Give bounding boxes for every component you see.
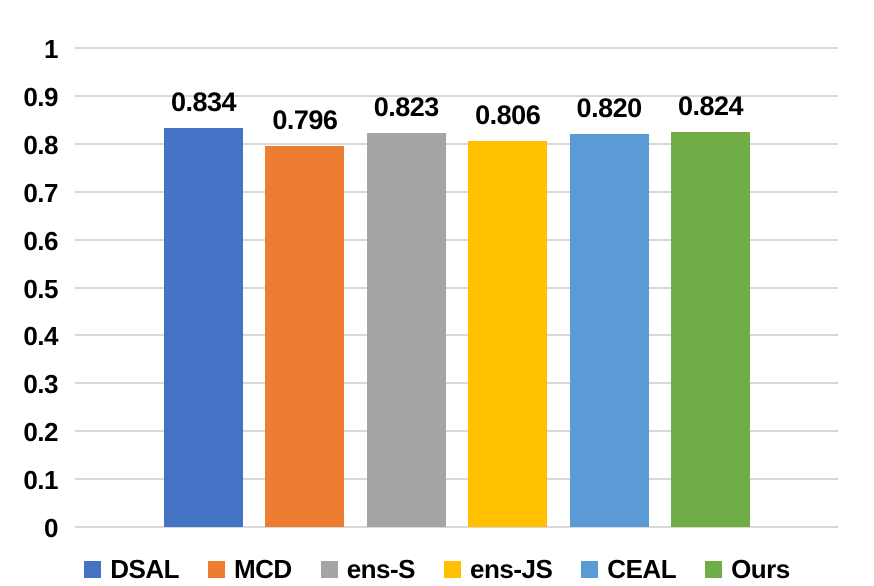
legend-item-ens-JS: ens-JS bbox=[444, 554, 553, 584]
legend-label: Ours bbox=[731, 554, 790, 584]
bar-ens-S bbox=[366, 132, 446, 527]
legend-item-MCD: MCD bbox=[208, 556, 292, 582]
gridline bbox=[75, 47, 838, 49]
legend-swatch-icon bbox=[444, 560, 462, 578]
bar-value-label: 0.823 bbox=[373, 91, 440, 122]
y-axis-tick-label: 0.3 bbox=[23, 369, 58, 400]
y-axis-tick-label: 0.1 bbox=[23, 465, 58, 496]
legend-item-Ours: Ours bbox=[705, 556, 790, 582]
legend-swatch-icon bbox=[581, 560, 599, 578]
bar-value-label: 0.806 bbox=[475, 99, 541, 130]
gridline bbox=[75, 94, 838, 97]
bar-DSAL bbox=[164, 127, 243, 527]
bar-Ours bbox=[671, 132, 750, 527]
legend-label: MCD bbox=[234, 554, 292, 584]
legend-label: ens-S bbox=[346, 554, 416, 584]
gridline bbox=[75, 334, 838, 337]
gridline bbox=[75, 190, 838, 193]
bar-value-label: 0.834 bbox=[170, 86, 237, 117]
gridline bbox=[75, 382, 838, 385]
gridline bbox=[75, 238, 838, 241]
legend-label: CEAL bbox=[607, 554, 677, 584]
legend-label: ens-JS bbox=[470, 554, 553, 584]
legend-item-ens-S: ens-S bbox=[320, 554, 416, 584]
legend-swatch-icon bbox=[705, 560, 723, 578]
y-axis-tick-label: 1 bbox=[44, 34, 58, 64]
bar-value-label: 0.796 bbox=[272, 104, 338, 135]
bar-value-label: 0.820 bbox=[576, 93, 643, 124]
legend: DSAL MCD ens-S ens-JS CEAL Ours bbox=[0, 552, 874, 586]
y-axis-tick-label: 0.4 bbox=[23, 321, 58, 352]
legend-swatch-icon bbox=[320, 560, 338, 578]
gridline bbox=[75, 142, 838, 145]
legend-swatch-icon bbox=[208, 560, 225, 578]
bar-MCD bbox=[265, 145, 345, 527]
legend-item-CEAL: CEAL bbox=[581, 554, 677, 584]
bar-CEAL bbox=[569, 134, 649, 527]
y-axis-tick-label: 0 bbox=[44, 513, 58, 543]
gridline bbox=[75, 526, 838, 528]
plot-area bbox=[75, 47, 838, 528]
y-axis-tick-label: 0.2 bbox=[23, 417, 58, 448]
legend-swatch-icon bbox=[84, 560, 102, 578]
y-axis-tick-label: 0.9 bbox=[23, 81, 58, 112]
y-axis-tick-label: 0.6 bbox=[23, 225, 58, 256]
legend-item-DSAL: DSAL bbox=[84, 556, 179, 582]
gridline bbox=[75, 430, 838, 433]
bar-ens-JS bbox=[468, 140, 548, 527]
gridline bbox=[75, 478, 838, 481]
y-axis-tick-label: 0.8 bbox=[23, 129, 58, 160]
gridline bbox=[75, 286, 838, 289]
y-axis-tick-label: 0.7 bbox=[23, 177, 58, 208]
y-axis-tick-label: 0.5 bbox=[23, 273, 58, 304]
legend-label: DSAL bbox=[110, 554, 179, 584]
bar-value-label: 0.824 bbox=[677, 91, 744, 122]
